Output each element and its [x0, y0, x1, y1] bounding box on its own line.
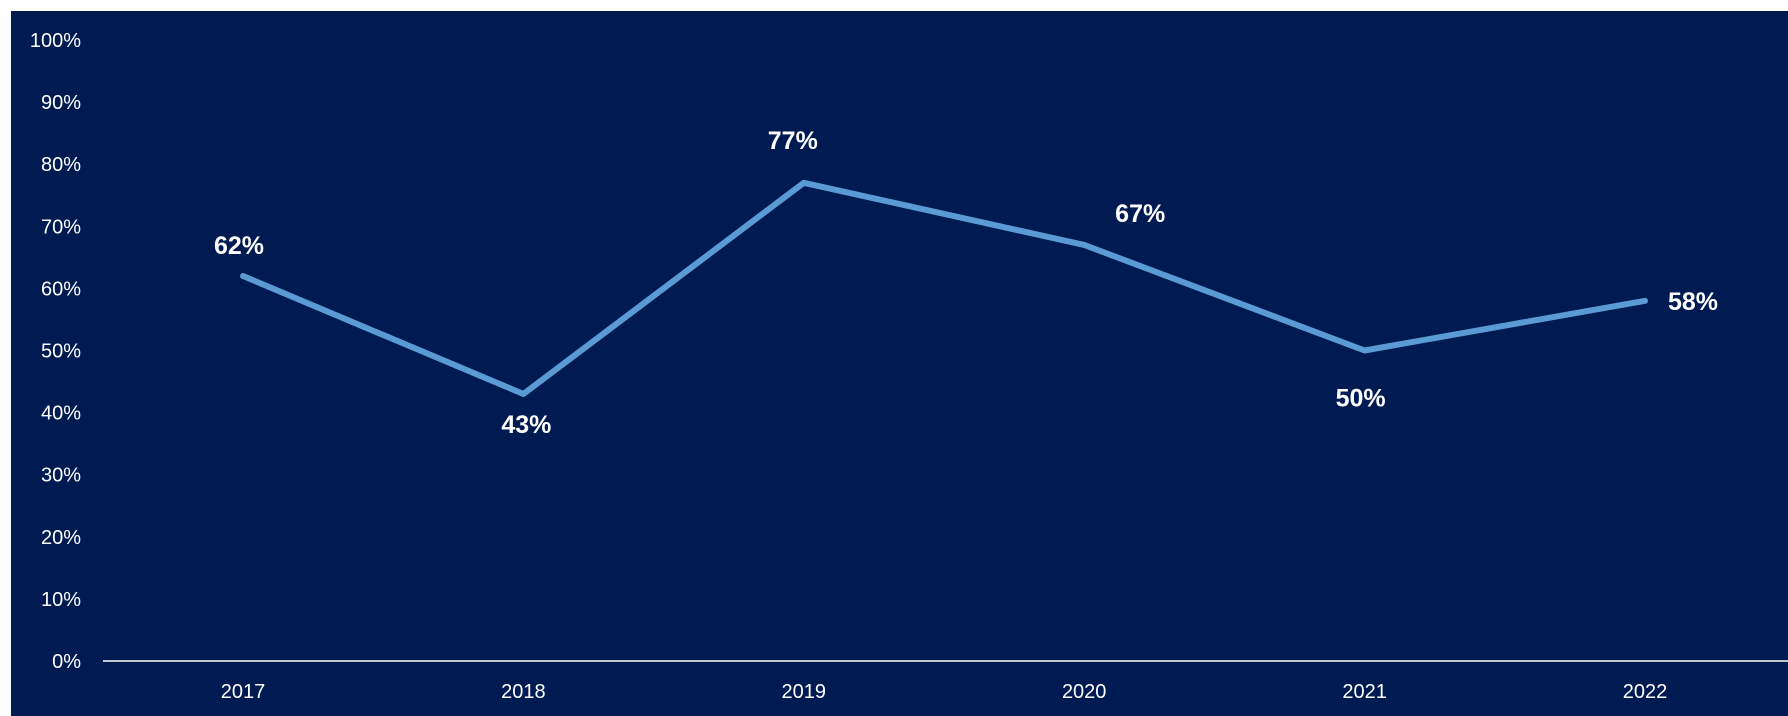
y-tick-label: 60%	[41, 278, 81, 300]
x-tick-label: 2017	[221, 681, 266, 703]
data-labels: 62% 43% 77% 67% 50% 58%	[214, 127, 1718, 439]
chart-panel: 0% 10% 20% 30% 40% 50% 60% 70% 80% 90% 100% 2017 20…	[11, 11, 1788, 716]
data-label: 43%	[501, 411, 551, 439]
y-tick-label: 30%	[41, 465, 81, 487]
x-tick-label: 2019	[782, 681, 827, 703]
x-axis-labels: 2017 2018 2019 2020 2021 2022	[221, 681, 1668, 703]
data-label: 77%	[768, 127, 818, 155]
series-line	[240, 179, 1648, 397]
data-label: 58%	[1668, 288, 1718, 316]
data-label: 67%	[1115, 200, 1165, 228]
x-tick-label: 2020	[1062, 681, 1107, 703]
y-tick-label: 40%	[41, 403, 81, 425]
y-tick-label: 20%	[41, 527, 81, 549]
y-tick-label: 100%	[30, 30, 81, 52]
y-tick-label: 50%	[41, 341, 81, 363]
y-tick-label: 90%	[41, 92, 81, 114]
data-label: 62%	[214, 232, 264, 260]
x-tick-label: 2022	[1623, 681, 1668, 703]
y-axis-labels: 0% 10% 20% 30% 40% 50% 60% 70% 80% 90% 100%	[30, 30, 81, 673]
y-tick-label: 0%	[52, 651, 81, 673]
y-tick-label: 70%	[41, 216, 81, 238]
x-tick-label: 2018	[501, 681, 546, 703]
x-tick-label: 2021	[1342, 681, 1387, 703]
y-tick-label: 80%	[41, 154, 81, 176]
line-chart: 0%10%20%30%40%50%60%70%80%90%100% 2017 20…	[30, 30, 1788, 703]
y-tick-label: 10%	[41, 589, 81, 611]
data-label: 50%	[1336, 385, 1386, 413]
